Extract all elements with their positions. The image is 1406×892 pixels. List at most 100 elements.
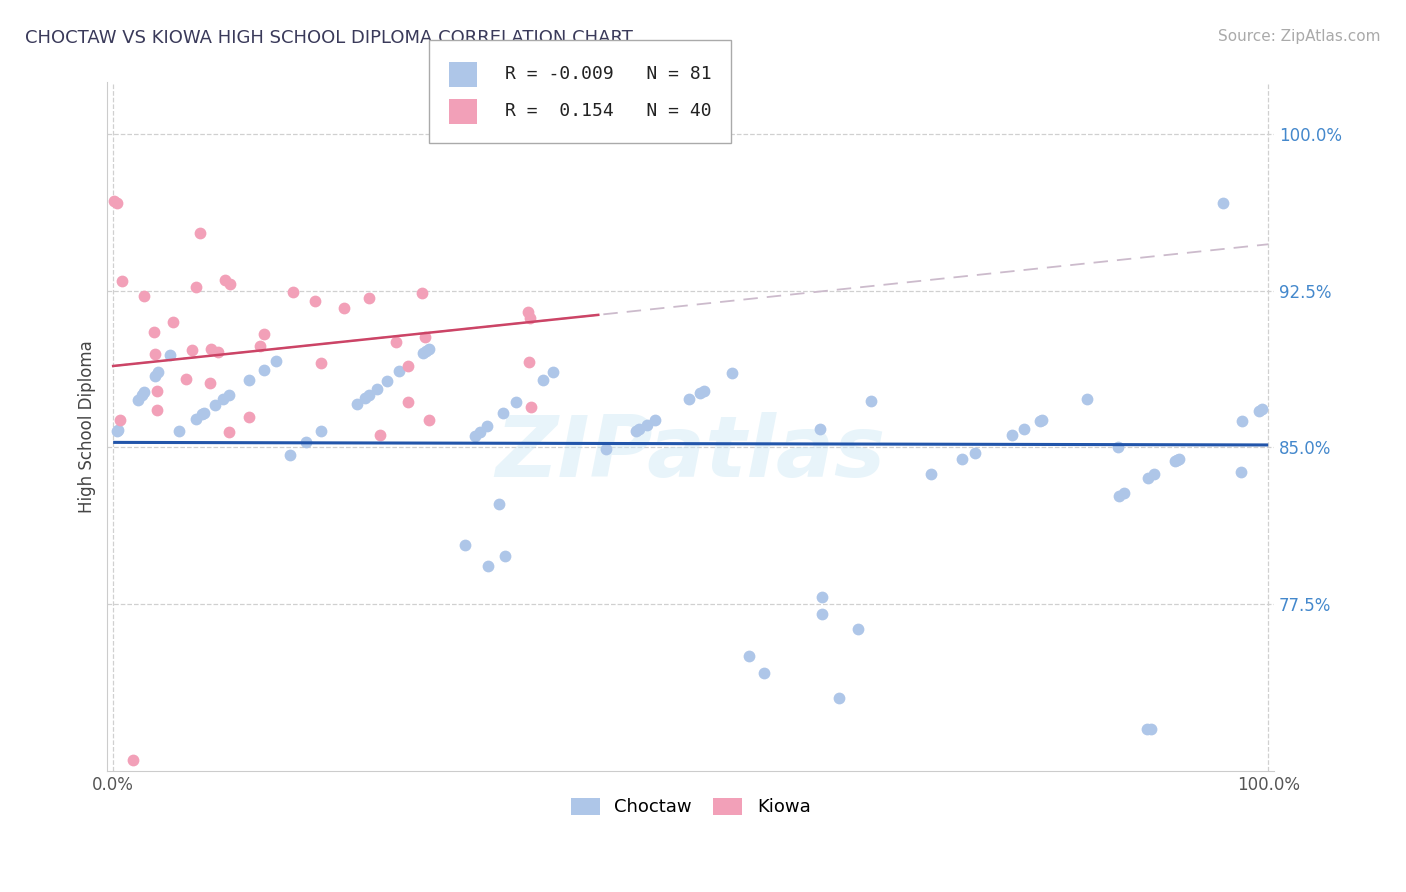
Point <box>810 591 832 605</box>
Point <box>494 549 516 563</box>
Point <box>167 424 190 438</box>
Point <box>304 293 326 308</box>
Point <box>191 407 214 421</box>
Point <box>131 388 153 402</box>
Point <box>464 429 486 443</box>
Text: R = -0.009   N = 81: R = -0.009 N = 81 <box>505 65 711 83</box>
Point <box>346 397 368 411</box>
Point <box>595 442 617 457</box>
Point <box>368 428 391 442</box>
Point <box>1212 196 1234 211</box>
Point <box>1251 402 1274 417</box>
Point <box>396 359 419 373</box>
Point <box>162 315 184 329</box>
Point <box>283 285 305 300</box>
Point <box>105 196 128 211</box>
Point <box>1076 392 1098 406</box>
Point <box>295 435 318 450</box>
Point <box>1229 465 1251 479</box>
Point <box>359 291 381 305</box>
Point <box>920 467 942 481</box>
Point <box>468 425 491 439</box>
Point <box>159 348 181 362</box>
Point <box>1166 453 1188 467</box>
Point <box>516 305 538 319</box>
Point <box>218 425 240 439</box>
Point <box>388 364 411 378</box>
Point <box>1001 427 1024 442</box>
Point <box>207 345 229 359</box>
Text: ZIPatlas: ZIPatlas <box>495 412 886 495</box>
Text: Source: ZipAtlas.com: Source: ZipAtlas.com <box>1218 29 1381 44</box>
Point <box>218 277 240 291</box>
Point <box>488 496 510 510</box>
Point <box>1107 440 1129 454</box>
Point <box>1108 488 1130 502</box>
Point <box>1247 404 1270 418</box>
Point <box>626 424 648 438</box>
Point <box>505 395 527 409</box>
Point <box>477 559 499 574</box>
Point <box>238 410 260 425</box>
Point <box>193 406 215 420</box>
Point <box>1230 414 1253 428</box>
Point <box>754 665 776 680</box>
Point <box>354 391 377 405</box>
Point <box>198 376 221 391</box>
Point <box>174 372 197 386</box>
Point <box>1014 422 1036 436</box>
Point <box>143 347 166 361</box>
Point <box>412 346 434 360</box>
Text: CHOCTAW VS KIOWA HIGH SCHOOL DIPLOMA CORRELATION CHART: CHOCTAW VS KIOWA HIGH SCHOOL DIPLOMA COR… <box>25 29 633 46</box>
Point <box>678 392 700 407</box>
Point <box>214 273 236 287</box>
Point <box>107 423 129 437</box>
Point <box>411 286 433 301</box>
Point <box>737 648 759 663</box>
Point <box>218 388 240 402</box>
Point <box>689 386 711 401</box>
Y-axis label: High School Diploma: High School Diploma <box>79 340 96 513</box>
Point <box>517 355 540 369</box>
Point <box>204 398 226 412</box>
Point <box>418 413 440 427</box>
Point <box>531 373 554 387</box>
Point <box>108 413 131 427</box>
Point <box>309 424 332 438</box>
Point <box>184 412 207 426</box>
Point <box>134 384 156 399</box>
Point <box>148 365 170 379</box>
Point <box>396 395 419 409</box>
Point <box>200 342 222 356</box>
Point <box>1164 454 1187 468</box>
Point <box>366 382 388 396</box>
Point <box>146 384 169 398</box>
Point <box>142 325 165 339</box>
Point <box>188 226 211 240</box>
Legend: Choctaw, Kiowa: Choctaw, Kiowa <box>564 790 818 823</box>
Point <box>692 384 714 398</box>
Point <box>212 392 235 406</box>
Point <box>127 393 149 408</box>
Point <box>143 369 166 384</box>
Point <box>628 422 651 436</box>
Point <box>103 194 125 208</box>
Point <box>860 394 883 409</box>
Point <box>413 330 436 344</box>
Point <box>950 451 973 466</box>
Point <box>1137 470 1160 484</box>
Point <box>1140 722 1163 736</box>
Point <box>264 353 287 368</box>
Point <box>1029 414 1052 428</box>
Point <box>333 301 356 315</box>
Point <box>110 274 132 288</box>
Point <box>415 343 437 358</box>
Point <box>721 367 744 381</box>
Point <box>418 342 440 356</box>
Point <box>1031 413 1053 427</box>
Point <box>357 387 380 401</box>
Point <box>278 448 301 462</box>
Point <box>828 690 851 705</box>
Point <box>132 289 155 303</box>
Text: R =  0.154   N = 40: R = 0.154 N = 40 <box>505 103 711 120</box>
